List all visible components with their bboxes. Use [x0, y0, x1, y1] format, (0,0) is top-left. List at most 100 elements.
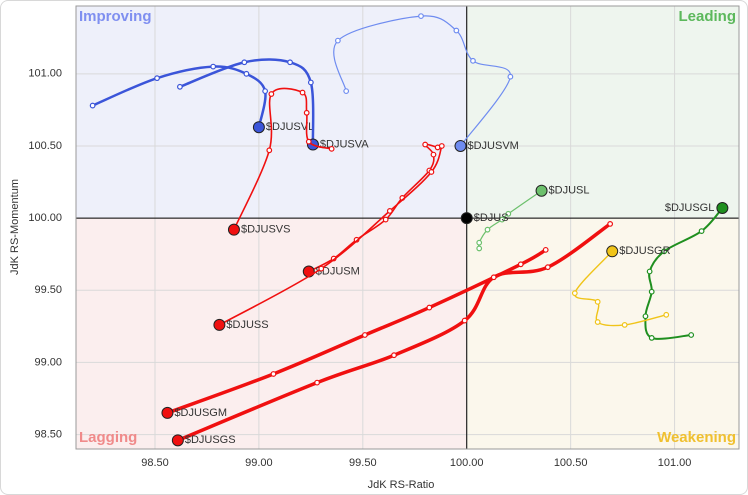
trail-point: [89, 102, 96, 109]
trail-point: [343, 88, 350, 95]
series-label: $DJUSGS: [185, 434, 236, 446]
trail-point: [303, 109, 310, 116]
trail-point: [688, 332, 695, 338]
trail-point: [430, 151, 437, 158]
quadrant: [76, 218, 467, 449]
trail-point: [210, 63, 217, 70]
trail-point: [544, 264, 551, 271]
trail-point: [177, 83, 183, 90]
y-axis-label: JdK RS-Momentum: [9, 179, 21, 275]
trail-point: [594, 319, 601, 325]
end-point: [454, 139, 467, 152]
end-point: [252, 121, 265, 134]
y-tick-label: 98.50: [34, 428, 62, 440]
y-tick-label: 99.00: [34, 356, 62, 368]
trail-point: [517, 261, 524, 268]
quadrant: [76, 6, 467, 219]
trail-point: [621, 322, 628, 328]
series: $DJUSGS: [171, 220, 614, 447]
trail-point: [334, 37, 341, 44]
trail-point: [305, 138, 312, 145]
series: $DJUSS: [213, 143, 445, 331]
trail-point: [287, 59, 293, 66]
y-tick-label: 100.00: [28, 212, 62, 224]
quadrant: [466, 6, 739, 219]
trail-point: [328, 145, 335, 152]
series: $DJUS: [460, 212, 509, 225]
trail-point: [418, 13, 424, 20]
quadrant-label: Lagging: [79, 429, 137, 446]
series: $DJUSM: [302, 141, 441, 278]
trail-point: [243, 70, 250, 77]
trail-point: [453, 27, 460, 34]
x-tick-label: 100.00: [450, 457, 484, 469]
series-label: $DJUSVS: [241, 224, 291, 236]
series-label: $DJUSGR: [619, 245, 670, 257]
trail-point: [663, 311, 670, 318]
series: $DJUSGL: [642, 202, 729, 341]
series-label: $DJUSVL: [266, 121, 314, 133]
trail-point: [607, 220, 614, 227]
trail-point: [268, 91, 275, 97]
trail-point: [270, 371, 277, 377]
trail-point: [428, 169, 435, 175]
quadrant-label: Improving: [79, 8, 152, 25]
trail-point: [507, 73, 514, 80]
trail-point: [318, 265, 325, 272]
trail-point: [642, 313, 649, 320]
x-tick-label: 99.00: [245, 457, 273, 469]
x-tick-label: 101.00: [658, 457, 692, 469]
y-tick-label: 100.50: [28, 140, 62, 152]
series: $DJUSGR: [571, 245, 671, 328]
quadrant: [466, 218, 739, 449]
trail-point: [391, 352, 397, 359]
end-point: [460, 212, 473, 225]
series-label: $DJUS: [474, 212, 509, 224]
trail-point: [241, 59, 248, 66]
trail-point: [698, 228, 705, 235]
trail: [219, 145, 443, 326]
trail-point: [648, 334, 655, 341]
series-label: $DJUSM: [316, 265, 360, 277]
x-tick-label: 99.50: [349, 457, 377, 469]
quadrant-label: Weakening: [657, 429, 736, 446]
y-tick-label: 99.50: [34, 284, 62, 296]
end-point: [213, 318, 226, 331]
end-point: [302, 265, 315, 278]
trail-point: [438, 143, 445, 149]
x-tick-label: 100.50: [554, 457, 588, 469]
trail-point: [386, 208, 393, 214]
trail-point: [361, 332, 368, 338]
trail-point: [499, 216, 505, 223]
trail-point: [490, 274, 497, 281]
trail-point: [262, 88, 269, 95]
trail-point: [299, 89, 306, 96]
trail-point: [571, 290, 578, 297]
trail-point: [426, 304, 433, 311]
trail-point: [154, 75, 160, 82]
series: $DJUSVM: [333, 13, 519, 152]
end-point: [171, 434, 184, 447]
trail-point: [476, 245, 483, 252]
trail-point: [484, 226, 491, 233]
quadrant-label: Leading: [678, 8, 736, 25]
series-label: $DJUSL: [549, 185, 590, 197]
trail-point: [382, 216, 389, 223]
trail-point: [307, 79, 314, 86]
trail-point: [476, 239, 483, 246]
end-point: [161, 406, 174, 419]
series-label: $DJUSGM: [174, 407, 227, 419]
end-point: [716, 202, 729, 215]
series: $DJUSVS: [227, 87, 335, 236]
series-label: $DJUSGL: [665, 202, 715, 214]
trail-point: [266, 147, 273, 154]
end-point: [606, 245, 619, 258]
trail-point: [314, 379, 320, 386]
trail-point: [470, 57, 476, 64]
trail-point: [422, 141, 429, 148]
trail-point: [542, 246, 549, 253]
trail-point: [648, 288, 655, 295]
series-label: $DJUSS: [226, 319, 268, 331]
trail-point: [646, 268, 653, 275]
